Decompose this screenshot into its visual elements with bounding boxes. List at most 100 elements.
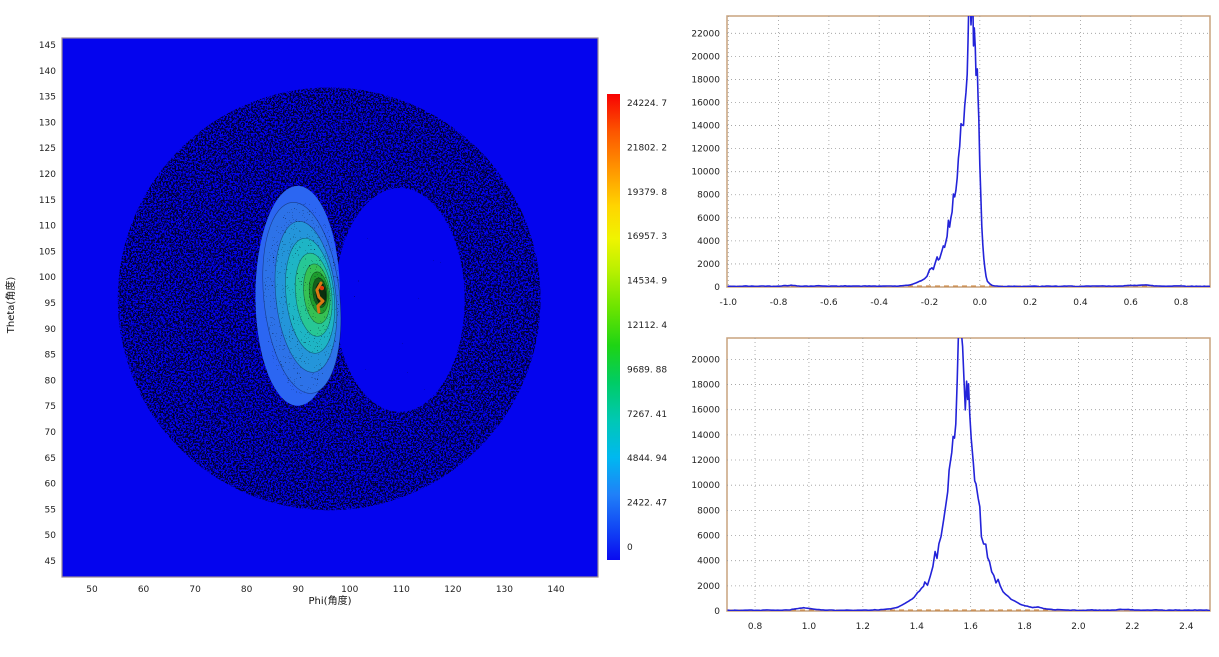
y-tick-label: 18000 (691, 75, 720, 85)
plot-background (726, 15, 1211, 288)
colorbar-tick-label: 24224. 7 (627, 99, 667, 109)
colorbar-tick-label: 21802. 2 (627, 143, 667, 153)
y-tick-label: 130 (39, 118, 56, 128)
x-tick-label: 0.8 (1174, 298, 1189, 308)
clear-region-speckle (334, 187, 465, 412)
x-tick-label: 1.6 (963, 622, 978, 632)
x-tick-label: 120 (444, 585, 461, 595)
curve-layer (727, 338, 1210, 611)
y-tick-label: 45 (45, 557, 56, 567)
colorbar-tick-label: 14534. 9 (627, 277, 667, 287)
contour-speckle (263, 201, 340, 394)
histogram-top: 0 2000 4000 6000 8000 10000 12000 14000 16000 180… (691, 15, 1211, 308)
colorbar: 24224. 7 21802. 2 19379. 8 16957. 3 14534. 9… (607, 94, 667, 560)
colorbar-tick-label: 0 (627, 543, 633, 553)
y-tick-label: 16000 (691, 98, 720, 108)
y-tick-label: 16000 (691, 406, 720, 416)
y-tick-label: 60 (45, 480, 57, 490)
x-tick-label: 90 (292, 585, 304, 595)
x-tick-label: -1.0 (719, 298, 737, 308)
y-tick-label: 80 (45, 376, 57, 386)
y-tick-label: 135 (39, 93, 56, 103)
y-tick-label: 2000 (697, 582, 720, 592)
x-axis-label: Phi(角度) (309, 594, 352, 607)
y-tick-label: 95 (45, 299, 56, 309)
y-tick-label: 70 (45, 428, 57, 438)
y-tick-label: 10000 (691, 481, 720, 491)
histogram-curve (727, 338, 1210, 611)
y-tick-label: 105 (39, 247, 56, 257)
x-tick-label: 1.2 (856, 622, 870, 632)
y-tick-label: 145 (39, 41, 56, 51)
x-tick-label: 0.0 (973, 298, 988, 308)
colorbar-tick-label: 16957. 3 (627, 232, 667, 242)
x-tick-label: 0.6 (1124, 298, 1139, 308)
x-tick-label: -0.8 (770, 298, 788, 308)
y-tick-label: 120 (39, 170, 56, 180)
x-tick-label: 1.8 (1017, 622, 1032, 632)
y-tick-label: 110 (39, 222, 56, 232)
y-tick-label: 140 (39, 67, 56, 77)
x-tick-label: 0.8 (748, 622, 763, 632)
x-tick-label: -0.4 (870, 298, 888, 308)
x-tick-label: 0.2 (1023, 298, 1037, 308)
colorbar-gradient (607, 94, 620, 560)
y-tick-label: 12000 (691, 145, 720, 155)
y-tick-label: 12000 (691, 456, 720, 466)
colorbar-tick-label: 19379. 8 (627, 188, 667, 198)
x-tick-label: 60 (138, 585, 150, 595)
plot-background (726, 337, 1211, 612)
y-tick-label: 20000 (691, 355, 720, 365)
y-tick-label: 125 (39, 144, 56, 154)
x-tick-label: 110 (393, 585, 410, 595)
y-tick-label: 18000 (691, 381, 720, 391)
x-tick-label: 80 (241, 585, 253, 595)
histogram-bottom: 0 2000 4000 6000 8000 10000 12000 14000 16000 180… (691, 337, 1211, 632)
colorbar-tick-label: 7267. 41 (627, 410, 667, 420)
contour-plot: Phi(角度) Theta(角度) 145 140 135 130 125 120 115 1… (4, 37, 599, 607)
y-tick-label: 75 (45, 402, 56, 412)
x-tick-label: 1.4 (910, 622, 925, 632)
x-tick-label: 130 (496, 585, 513, 595)
x-tick-label: 1.0 (802, 622, 817, 632)
y-tick-label: 65 (45, 454, 56, 464)
x-tick-label: 140 (547, 585, 564, 595)
plot-layers (117, 87, 541, 511)
y-tick-label: 0 (714, 283, 720, 293)
histogram-curve (727, 16, 1210, 287)
y-tick-label: 14000 (691, 122, 720, 132)
x-tick-label: -0.6 (820, 298, 838, 308)
colorbar-tick-label: 9689. 88 (627, 365, 667, 375)
y-tick-label: 115 (39, 196, 56, 206)
x-tick-label: 2.4 (1179, 622, 1194, 632)
y-tick-label: 6000 (697, 214, 720, 224)
colorbar-tick-label: 2422. 47 (627, 499, 667, 509)
y-tick-label: 6000 (697, 532, 720, 542)
y-tick-label: 2000 (697, 260, 720, 270)
colorbar-tick-label: 4844. 94 (627, 454, 667, 464)
y-tick-label: 20000 (691, 52, 720, 62)
x-tick-label: 100 (341, 585, 358, 595)
y-tick-label: 0 (714, 607, 720, 617)
y-tick-label: 4000 (697, 237, 720, 247)
y-tick-label: 50 (45, 531, 57, 541)
x-tick-label: -0.2 (921, 298, 939, 308)
y-tick-label: 22000 (691, 29, 720, 39)
y-tick-label: 8000 (697, 506, 720, 516)
x-tick-label: 0.4 (1073, 298, 1088, 308)
hot-spot-dot (319, 285, 325, 291)
y-tick-label: 55 (45, 505, 56, 515)
x-tick-label: 70 (189, 585, 201, 595)
hot-spot-arc (315, 281, 325, 314)
y-tick-label: 10000 (691, 168, 720, 178)
y-tick-label: 100 (39, 273, 56, 283)
x-tick-label: 50 (86, 585, 98, 595)
y-tick-label: 14000 (691, 431, 720, 441)
curve-layer (727, 16, 1210, 287)
y-tick-label: 8000 (697, 191, 720, 201)
y-tick-label: 90 (45, 325, 57, 335)
x-tick-label: 2.2 (1125, 622, 1139, 632)
y-tick-label: 4000 (697, 557, 720, 567)
